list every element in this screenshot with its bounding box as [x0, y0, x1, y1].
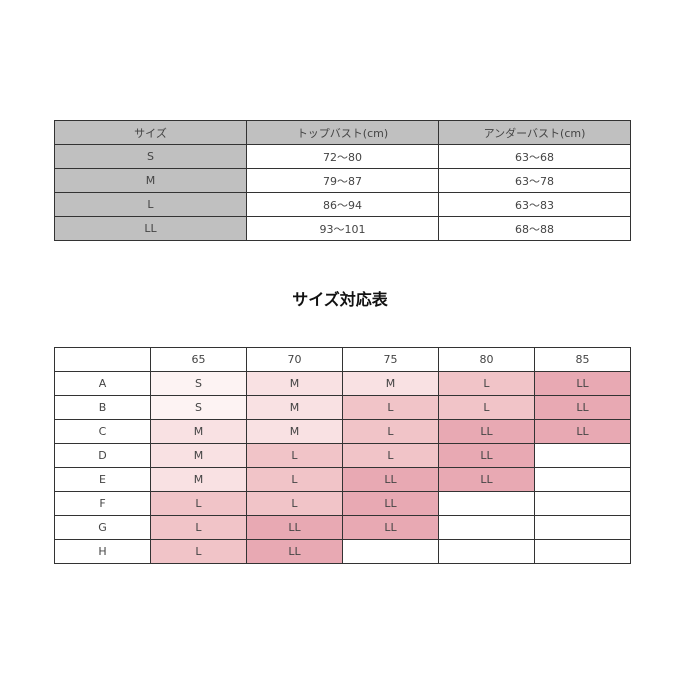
size-cell: [534, 539, 631, 564]
table-row: M 79〜87 63〜78: [54, 168, 631, 193]
cup-cell: E: [54, 467, 151, 492]
size-cell: S: [54, 144, 247, 169]
size-cell: LL: [534, 371, 631, 396]
size-cell: L: [150, 491, 247, 516]
size-cell: LL: [342, 491, 439, 516]
size-cell: LL: [246, 539, 343, 564]
size-cell: L: [54, 192, 247, 217]
size-cell: M: [150, 467, 247, 492]
table-row: H L LL: [54, 539, 631, 564]
header-cell: サイズ: [54, 120, 247, 145]
size-cell: L: [246, 491, 343, 516]
size-table-header: サイズ トップバスト(cm) アンダーバスト(cm): [54, 120, 631, 145]
size-cell: LL: [246, 515, 343, 540]
underbust-header: 80: [438, 347, 535, 372]
size-correspondence-table: 65 70 75 80 85 A S M M L LL B S M L L LL C M M L LL LL D M L L LL E M…: [54, 347, 631, 564]
table-row: C M M L LL LL: [54, 419, 631, 444]
top-bust-cell: 72〜80: [246, 144, 439, 169]
size-cell: M: [246, 371, 343, 396]
size-cell: L: [342, 395, 439, 420]
size-cell: LL: [534, 419, 631, 444]
size-table: サイズ トップバスト(cm) アンダーバスト(cm) S 72〜80 63〜68 M…: [54, 120, 631, 241]
underbust-header: 70: [246, 347, 343, 372]
size-cell: LL: [438, 443, 535, 468]
underbust-header: 65: [150, 347, 247, 372]
header-cell: アンダーバスト(cm): [438, 120, 631, 145]
size-cell: LL: [534, 395, 631, 420]
table-row: LL 93〜101 68〜88: [54, 216, 631, 241]
top-bust-cell: 79〜87: [246, 168, 439, 193]
size-cell: M: [342, 371, 439, 396]
size-cell: M: [150, 443, 247, 468]
size-cell: [534, 491, 631, 516]
size-cell: LL: [438, 419, 535, 444]
cup-cell: A: [54, 371, 151, 396]
cup-cell: H: [54, 539, 151, 564]
underbust-header: 75: [342, 347, 439, 372]
table-row: B S M L L LL: [54, 395, 631, 420]
size-cell: LL: [342, 467, 439, 492]
cup-cell: G: [54, 515, 151, 540]
size-cell: LL: [342, 515, 439, 540]
section-title: サイズ対応表: [292, 290, 388, 309]
size-cell: L: [150, 515, 247, 540]
size-cell: L: [438, 371, 535, 396]
size-cell: L: [342, 443, 439, 468]
under-bust-cell: 68〜88: [438, 216, 631, 241]
size-cell: [534, 467, 631, 492]
underbust-header: 85: [534, 347, 631, 372]
corner-cell: [54, 347, 151, 372]
size-cell: S: [150, 371, 247, 396]
size-cell: L: [150, 539, 247, 564]
size-cell: [438, 515, 535, 540]
table-row: E M L LL LL: [54, 467, 631, 492]
size-cell: [438, 491, 535, 516]
size-cell: LL: [438, 467, 535, 492]
cup-cell: F: [54, 491, 151, 516]
size-cell: L: [438, 395, 535, 420]
cup-cell: C: [54, 419, 151, 444]
size-cell: [534, 443, 631, 468]
size-cell: LL: [54, 216, 247, 241]
table-row: F L L LL: [54, 491, 631, 516]
size-cell: M: [54, 168, 247, 193]
under-bust-cell: 63〜68: [438, 144, 631, 169]
header-cell: トップバスト(cm): [246, 120, 439, 145]
size-cell: L: [342, 419, 439, 444]
size-cell: [438, 539, 535, 564]
top-bust-cell: 86〜94: [246, 192, 439, 217]
table-row: L 86〜94 63〜83: [54, 192, 631, 217]
size-cell: M: [246, 395, 343, 420]
cup-cell: D: [54, 443, 151, 468]
table-row: D M L L LL: [54, 443, 631, 468]
top-bust-cell: 93〜101: [246, 216, 439, 241]
size-cell: S: [150, 395, 247, 420]
under-bust-cell: 63〜83: [438, 192, 631, 217]
size-cell: L: [246, 467, 343, 492]
table-row: S 72〜80 63〜68: [54, 144, 631, 169]
size-cell: M: [150, 419, 247, 444]
table-row: G L LL LL: [54, 515, 631, 540]
size-cell: [534, 515, 631, 540]
header-row: 65 70 75 80 85: [54, 347, 631, 372]
table-row: A S M M L LL: [54, 371, 631, 396]
size-cell: M: [246, 419, 343, 444]
size-cell: L: [246, 443, 343, 468]
size-cell: [342, 539, 439, 564]
cup-cell: B: [54, 395, 151, 420]
under-bust-cell: 63〜78: [438, 168, 631, 193]
